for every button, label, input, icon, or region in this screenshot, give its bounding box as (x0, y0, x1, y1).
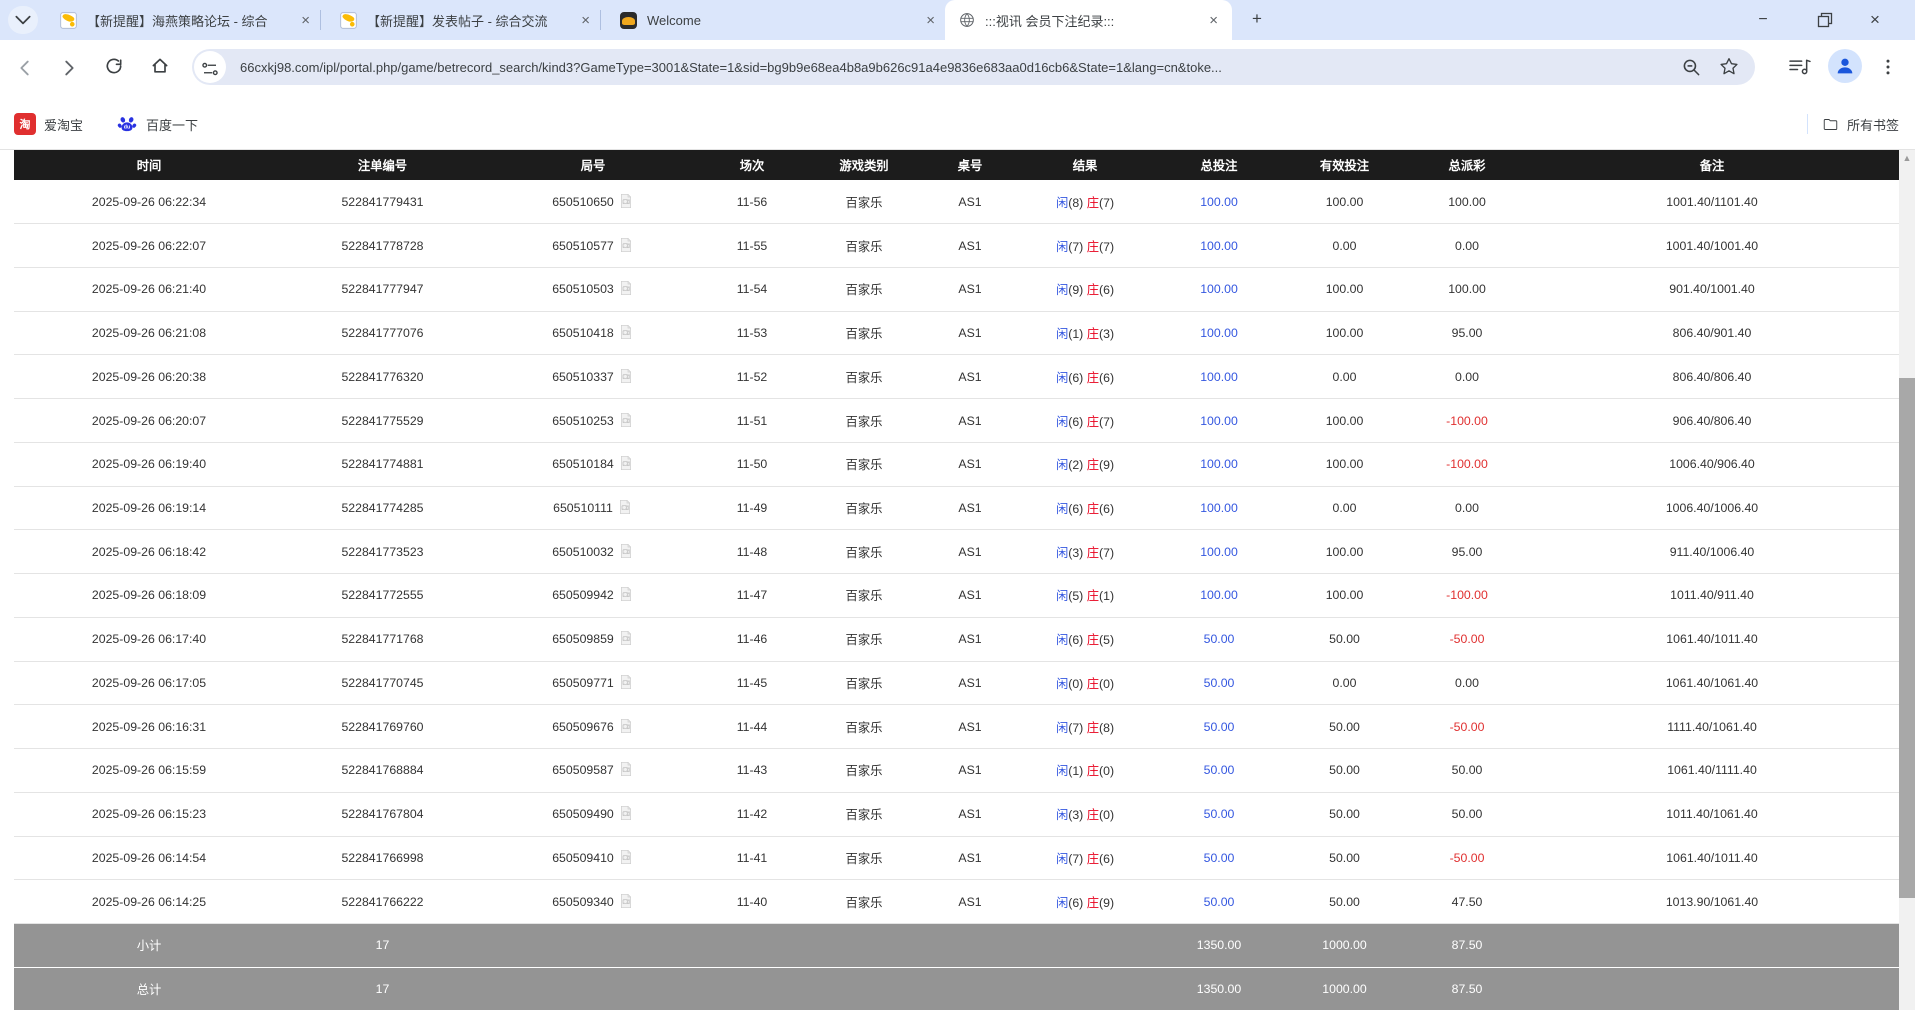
svg-text:du: du (124, 124, 130, 130)
